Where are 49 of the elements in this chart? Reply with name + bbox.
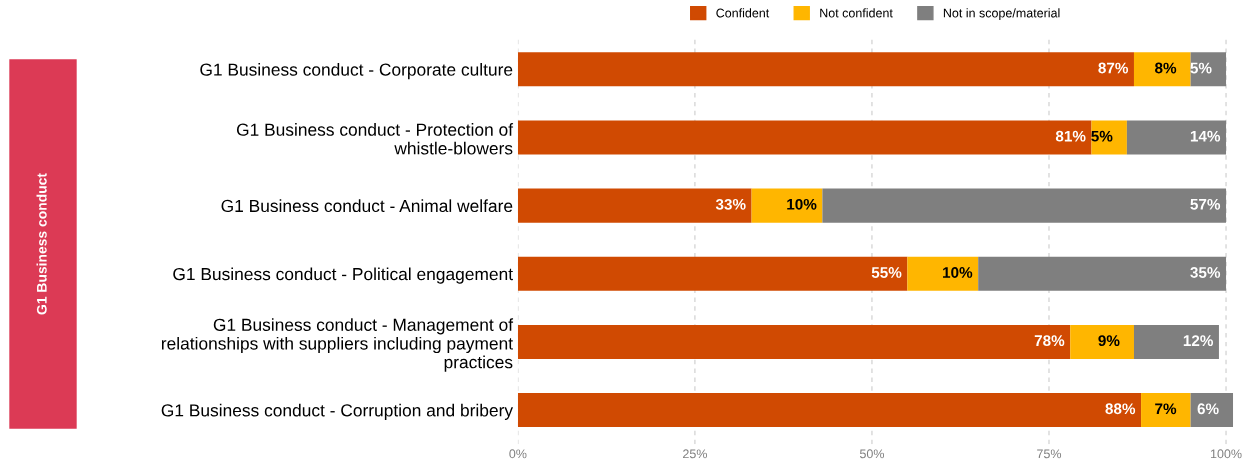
data-label: 7% [1155, 403, 1177, 415]
bar [1133, 324, 1219, 359]
y-tick-label: G1 Business conduct - Corruption and bribery [161, 403, 514, 420]
data-label: 33% [715, 198, 746, 210]
y-tick-label: G1 Business conduct - Management of relationships with suppliers including payment practices [161, 318, 514, 372]
bar [517, 324, 1071, 359]
bar [517, 393, 1142, 428]
x-tick-label: 75% [1037, 449, 1062, 459]
y-tick-label: G1 Business conduct - Corporate culture [200, 63, 513, 80]
data-label: 10% [943, 267, 973, 278]
legend-label: Confident [716, 8, 770, 18]
data-label: 81% [1055, 130, 1086, 142]
bar [1190, 393, 1234, 428]
bar [517, 188, 752, 223]
bar [1091, 120, 1127, 155]
data-label: 6% [1197, 403, 1219, 415]
data-label: 5% [1091, 130, 1113, 142]
data-label: 55% [871, 267, 902, 278]
y-tick-label: G1 Business conduct - Protection of whistle-blowers [236, 123, 514, 155]
bar [1141, 393, 1191, 428]
y-tick-label: G1 Business conduct - Political engagement [173, 267, 513, 284]
bar [1133, 52, 1191, 87]
data-label: 10% [787, 198, 817, 210]
bar [517, 256, 908, 291]
bar [978, 256, 1227, 291]
data-label: 35% [1190, 267, 1221, 278]
bar [822, 188, 1227, 223]
x-tick-label: 100% [1211, 449, 1242, 459]
data-label: 78% [1034, 335, 1065, 347]
legend-label: Not in scope/material [943, 8, 1060, 20]
bar [1070, 324, 1134, 359]
data-label: 12% [1183, 335, 1214, 346]
data-label: 57% [1190, 198, 1221, 210]
bar [1126, 120, 1227, 155]
bar [517, 120, 1092, 155]
bar [517, 52, 1134, 87]
x-tick-label: 50% [859, 449, 885, 459]
data-label: 87% [1098, 62, 1129, 74]
data-label: 8% [1155, 62, 1177, 74]
x-tick-label: 25% [683, 449, 707, 459]
bar [907, 256, 979, 291]
data-label: 9% [1098, 335, 1120, 347]
bar [751, 188, 823, 223]
y-tick-label: G1 Business conduct - Animal welfare [221, 199, 513, 213]
text: G1 Business conduct [36, 173, 47, 315]
data-label: 14% [1190, 130, 1221, 142]
data-label: 88% [1105, 403, 1136, 415]
x-tick-label: 0% [509, 449, 527, 459]
legend-label: Not confident [820, 8, 893, 18]
